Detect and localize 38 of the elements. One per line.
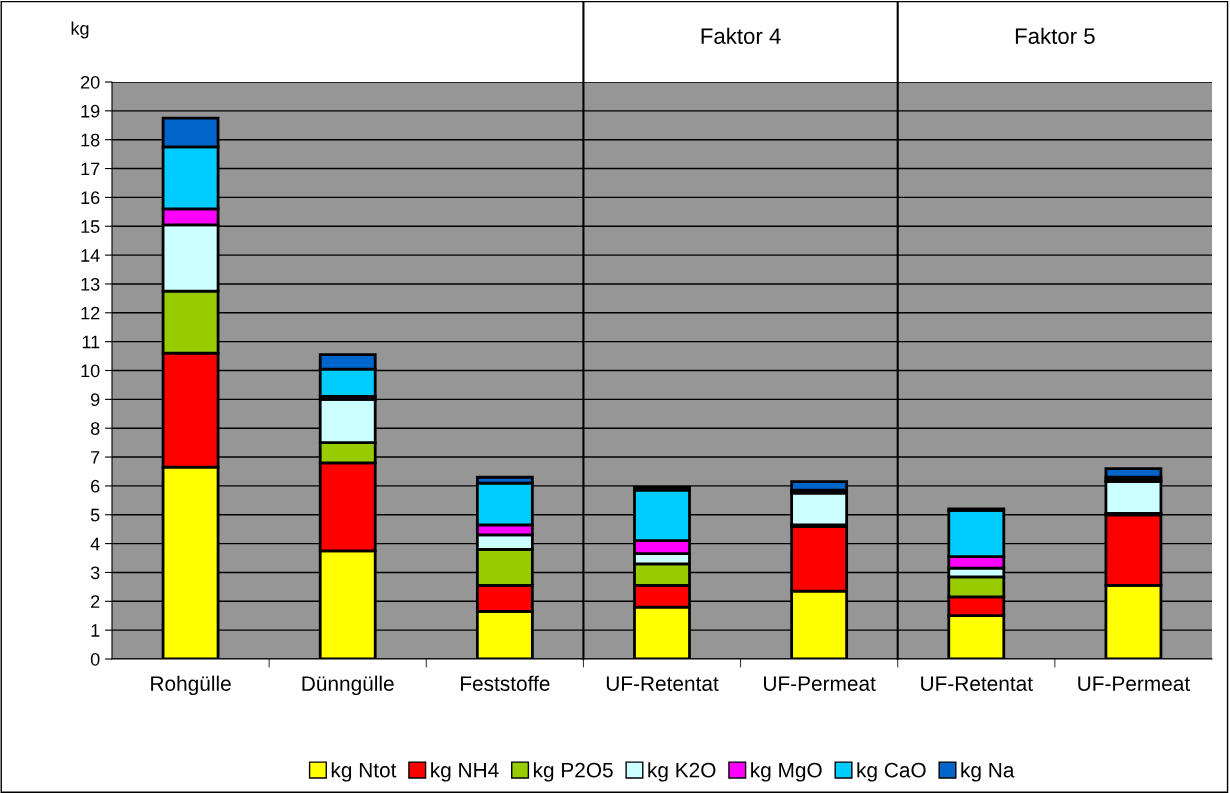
- x-tick-label: UF-Retentat: [606, 676, 719, 691]
- y-tick-label: 11: [82, 335, 100, 349]
- text: Faktor 4: [701, 27, 781, 44]
- y-tick-label: 19: [81, 104, 100, 118]
- y-tick-label: 3: [90, 566, 100, 580]
- legend-label: kg P2O5: [533, 762, 613, 782]
- x-tick-label: UF-Permeat: [1078, 676, 1190, 691]
- x-tick-label: UF-Retentat: [921, 676, 1033, 691]
- x-tick-label: Rohgülle: [151, 675, 231, 696]
- y-tick-label: 5: [90, 508, 100, 522]
- y-tick-label: 14: [81, 249, 100, 262]
- y-tick-label: 16: [81, 191, 100, 205]
- x-tick-label: UF-Permeat: [764, 676, 876, 691]
- y-tick-label: 18: [81, 133, 100, 147]
- y-axis-title: kg: [71, 21, 89, 39]
- y-tick-label: 6: [91, 479, 100, 493]
- y-tick-label: 15: [81, 220, 100, 233]
- y-tick-label: 2: [91, 595, 100, 608]
- legend-label: kg NH4: [431, 762, 499, 782]
- x-tick-label: Feststoffe: [461, 675, 550, 691]
- legend-label: kg Na: [961, 762, 1015, 782]
- y-tick-label: 20: [81, 75, 100, 89]
- y-tick-label: 13: [81, 277, 100, 291]
- x-tick-label: Dünngülle: [302, 675, 394, 696]
- y-tick-label: 7: [91, 451, 100, 464]
- text: Faktor 5: [1015, 27, 1095, 44]
- legend-label: kg CaO: [857, 762, 926, 782]
- y-tick-label: 4: [90, 537, 100, 551]
- y-tick-label: 17: [81, 162, 100, 176]
- y-tick-label: 8: [90, 422, 100, 435]
- y-tick-label: 9: [91, 393, 100, 407]
- y-tick-label: 1: [91, 624, 100, 637]
- legend-label: kg K2O: [648, 762, 716, 782]
- y-tick-label: 12: [81, 306, 100, 320]
- y-tick-label: 10: [81, 364, 100, 378]
- y-tick-label: 0: [90, 652, 100, 666]
- legend-label: kg MgO: [751, 762, 822, 782]
- legend-label: kg Ntot: [331, 762, 397, 782]
